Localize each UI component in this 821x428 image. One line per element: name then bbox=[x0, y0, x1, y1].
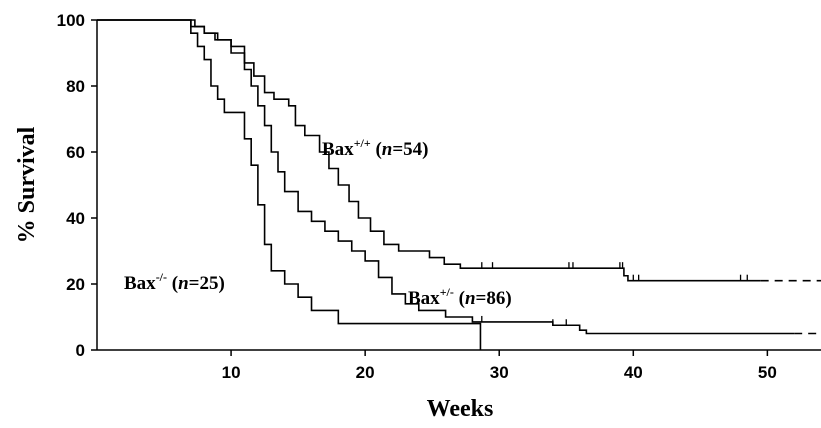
series-label-part: =25) bbox=[189, 273, 225, 294]
series-label-part: n bbox=[382, 139, 393, 160]
y-tick-label: 100 bbox=[57, 11, 85, 30]
y-tick-label: 20 bbox=[66, 275, 85, 294]
series-label-part: Bax bbox=[322, 139, 354, 160]
series-label-part: Bax bbox=[408, 288, 440, 309]
x-tick-label: 30 bbox=[490, 363, 509, 382]
series-label: Bax+/- (n=86) bbox=[408, 285, 512, 309]
x-tick-label: 40 bbox=[624, 363, 643, 382]
series-label-part: ( bbox=[167, 273, 178, 294]
series-label-part: ( bbox=[371, 139, 382, 160]
series-label: Bax+/+ (n=54) bbox=[322, 136, 429, 160]
y-tick-label: 60 bbox=[66, 143, 85, 162]
x-axis-label: Weeks bbox=[427, 396, 494, 422]
x-tick-label: 50 bbox=[758, 363, 777, 382]
series-label-part: n bbox=[465, 288, 476, 309]
y-tick-label: 0 bbox=[76, 341, 85, 360]
y-axis-label: % Survival bbox=[14, 126, 40, 243]
survival-curve bbox=[97, 19, 482, 350]
series-label-part: ( bbox=[454, 288, 465, 309]
y-tick-label: 40 bbox=[66, 209, 85, 228]
series-label-part: =54) bbox=[392, 139, 428, 160]
series-label-part: -/- bbox=[156, 270, 167, 284]
y-tick-label: 80 bbox=[66, 77, 85, 96]
x-tick-label: 10 bbox=[222, 363, 241, 382]
x-tick-label: 20 bbox=[356, 363, 375, 382]
series-label: Bax-/- (n=25) bbox=[124, 270, 225, 294]
survival-curve bbox=[97, 19, 761, 282]
series-label-part: +/- bbox=[440, 285, 454, 299]
series-label-part: +/+ bbox=[354, 136, 371, 150]
series-label-part: Bax bbox=[124, 273, 156, 294]
series-label-part: n bbox=[178, 273, 189, 294]
series-label-part: =86) bbox=[476, 288, 512, 309]
survival-curve bbox=[97, 19, 795, 335]
